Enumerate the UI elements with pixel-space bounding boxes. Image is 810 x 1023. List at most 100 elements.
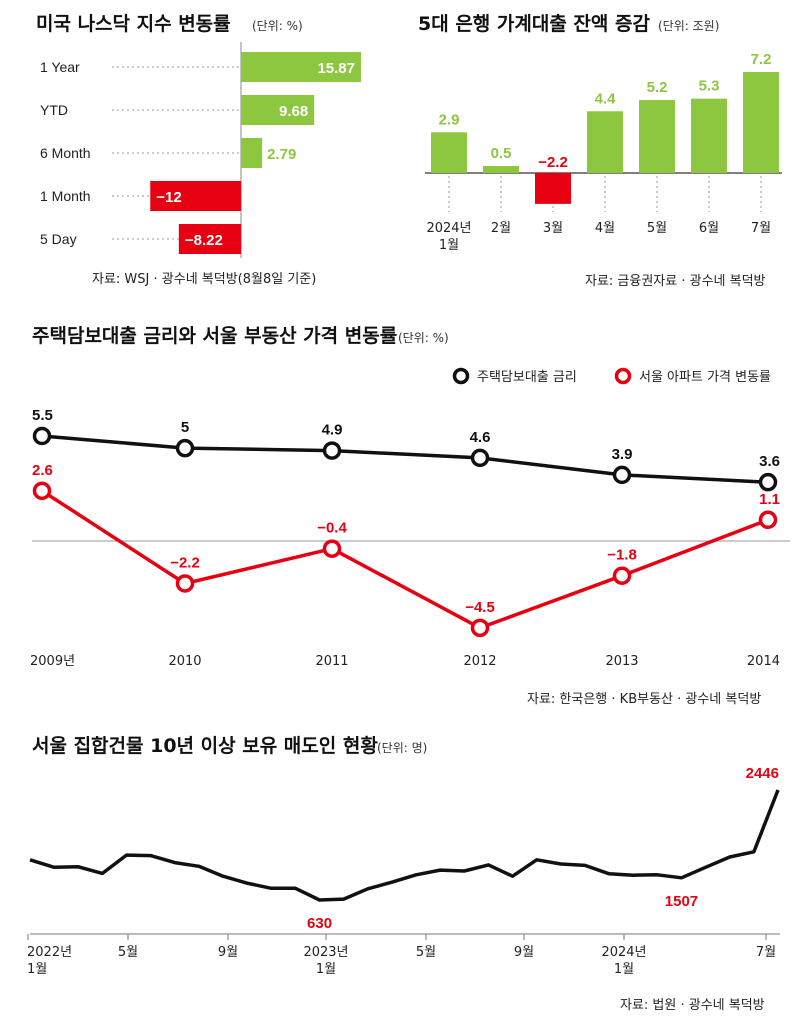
x-tick-label: 2010 (168, 654, 201, 669)
apartment-change-point (32, 481, 52, 501)
x-tick-label: 6월 (699, 221, 719, 236)
category-label: 6 Month (40, 145, 91, 161)
x-tick-label: 2011 (315, 654, 348, 669)
x-tick-label: 2009년 (30, 654, 75, 669)
mortgage-rate-point (322, 441, 342, 460)
apartment-change-point (470, 618, 490, 638)
mortgage-rate-point (175, 438, 195, 458)
bar-positive (483, 165, 519, 173)
household-loans-unit: (단위: 조원) (658, 19, 719, 33)
x-tick-label: 2023년 1월 (303, 945, 348, 977)
bar-value-label: 7.2 (751, 51, 772, 68)
x-tick-label: 2014 (747, 654, 780, 669)
x-tick-label: 4월 (595, 221, 615, 236)
apartment-change-point (322, 539, 342, 558)
sellers-plot: 630 1507 2446 2022년 1월 5월 9월 2023년 1월 5월 9월 2024년 1월… (27, 765, 780, 977)
mortgage-rate-point (32, 426, 52, 446)
apartment-change-value-label: 2.6 (32, 462, 53, 479)
bar-positive (691, 98, 727, 173)
apartment-change-value-label: 1.1 (759, 491, 780, 508)
bar-value-label: 15.87 (317, 60, 355, 77)
nasdaq-chart: 미국 나스닥 지수 변동률 (단위: %) 1 Year 15.87 YTD 9.68… (36, 13, 361, 287)
apartment-change-value-label: −1.8 (607, 547, 637, 564)
bar-positive (743, 72, 779, 173)
bar-value-label: 2.9 (439, 111, 460, 128)
apartment-change-value-label: −0.4 (317, 520, 347, 537)
bar-positive (241, 95, 315, 125)
bar-positive (431, 132, 467, 173)
legend-marker-mortgage (452, 367, 470, 385)
x-tick-label: 2013 (605, 654, 638, 669)
mortgage-rate-point (758, 472, 778, 492)
legend-label-apartment: 서울 아파트 가격 변동률 (639, 370, 771, 385)
apartment-change-value-label: −4.5 (465, 599, 495, 616)
x-tick-label: 2012 (463, 654, 496, 669)
bar-negative (535, 173, 571, 204)
legend-marker-apartment (614, 367, 632, 385)
mortgage-title: 주택담보대출 금리와 서울 부동산 가격 변동률 (32, 325, 397, 347)
x-tick-label: 5월 (118, 945, 138, 960)
apartment-change-point (612, 566, 632, 585)
sellers-line (29, 789, 780, 902)
bar-positive (587, 111, 623, 173)
x-tick-label: 9월 (514, 945, 534, 960)
household-loans-title: 5대 은행 가계대출 잔액 증감 (418, 13, 650, 35)
nasdaq-plot: 1 Year 15.87 YTD 9.68 6 Month 2.79 1 Month −12 5… (40, 42, 361, 258)
x-tick-label: 2022년 1월 (27, 945, 72, 977)
apartment-change-point (175, 574, 195, 593)
x-tick-label: 9월 (218, 945, 238, 960)
mortgage-rate-value-label: 5.5 (32, 407, 53, 424)
x-tick-label: 5월 (647, 221, 667, 236)
bar-negative (178, 224, 241, 254)
sellers-chart: 서울 집합건물 10년 이상 보유 매도인 현황 (단위: 명) 630 1507… (27, 734, 780, 1013)
bar-value-label: 5.3 (699, 78, 720, 95)
x-tick-label: 3월 (543, 221, 563, 236)
sellers-source: 자료: 법원 · 광수네 복덕방 (620, 998, 765, 1013)
mortgage-chart: 주택담보대출 금리와 서울 부동산 가격 변동률 (단위: %) 주택담보대출 … (30, 325, 790, 707)
mortgage-rate-point (470, 448, 490, 468)
bar-value-label: 4.4 (595, 90, 617, 107)
mortgage-rate-value-label: 3.6 (759, 453, 780, 470)
mortgage-rate-point (612, 465, 632, 485)
category-label: 1 Year (40, 59, 80, 75)
bar-positive (639, 100, 675, 173)
sellers-annotation-label: 1507 (665, 893, 698, 910)
bar-positive (241, 138, 263, 168)
bar-value-label: −2.2 (538, 154, 568, 171)
mortgage-plot: 5.5 5 4.9 4.6 3.9 3.6 2.6 −2.2 −0.4 −4.5 −1.8 1.1 20… (30, 407, 790, 669)
x-tick-label: 2024년 1월 (426, 221, 471, 253)
bar-value-label: 9.68 (279, 103, 308, 120)
bar-value-label: 2.79 (267, 146, 296, 163)
sellers-unit: (단위: 명) (377, 741, 427, 755)
mortgage-unit: (단위: %) (398, 331, 449, 345)
nasdaq-source: 자료: WSJ · 광수네 복덕방(8월8일 기준) (92, 272, 316, 287)
category-label: 1 Month (40, 188, 91, 204)
bar-value-label: −12 (156, 189, 181, 206)
apartment-change-value-label: −2.2 (170, 554, 200, 571)
x-tick-label: 7월 (756, 945, 776, 960)
mortgage-source: 자료: 한국은행 · KB부동산 · 광수네 복덕방 (527, 691, 761, 707)
category-label: 5 Day (40, 231, 77, 247)
mortgage-rate-line (41, 434, 769, 484)
nasdaq-unit: (단위: %) (252, 19, 303, 33)
x-tick-label: 2024년 1월 (601, 945, 646, 977)
mortgage-rate-value-label: 5 (181, 419, 189, 436)
mortgage-rate-value-label: 3.9 (612, 446, 633, 463)
household-loans-plot: 2.9 2024년 1월 0.5 2월 −2.2 3월 4.4 4월 5.2 5월 5.3 6월 7.2 7… (425, 51, 782, 253)
sellers-annotation-label: 630 (307, 915, 332, 932)
bar-positive (241, 52, 361, 82)
category-label: YTD (40, 102, 68, 118)
x-tick-label: 5월 (416, 945, 436, 960)
apartment-change-line (41, 489, 769, 630)
sellers-title: 서울 집합건물 10년 이상 보유 매도인 현황 (32, 734, 378, 757)
mortgage-rate-value-label: 4.6 (470, 429, 491, 446)
bar-value-label: −8.22 (185, 232, 223, 249)
mortgage-rate-value-label: 4.9 (322, 422, 343, 439)
sellers-annotation-label: 2446 (746, 765, 779, 782)
household-loans-source: 자료: 금융권자료 · 광수네 복덕방 (585, 274, 766, 289)
bar-value-label: 5.2 (647, 79, 668, 96)
apartment-change-point (758, 510, 778, 530)
x-tick-label: 7월 (751, 221, 771, 236)
